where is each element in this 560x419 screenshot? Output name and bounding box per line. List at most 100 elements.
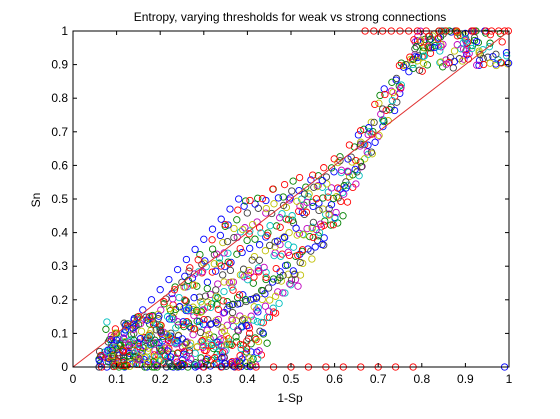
data-point — [198, 337, 206, 345]
data-point — [249, 316, 258, 324]
data-point — [315, 206, 323, 215]
data-point — [473, 61, 481, 69]
data-point — [187, 355, 195, 363]
data-point — [319, 205, 327, 213]
data-point — [253, 318, 262, 326]
data-point — [194, 268, 203, 276]
data-point — [246, 196, 254, 205]
data-point — [200, 315, 208, 324]
data-point — [203, 284, 211, 293]
x-axis-ticks: 0 0.1 0.2 0.3 0.4 0.5 0.6 0.7 0.8 0.9 1 — [70, 31, 513, 386]
y-tick-label: 0.5 — [51, 192, 68, 206]
data-point — [191, 349, 199, 357]
x-tick-label: 0.3 — [195, 372, 212, 386]
data-point — [218, 354, 226, 362]
data-point — [423, 61, 432, 69]
data-point — [472, 37, 481, 46]
data-point — [288, 216, 297, 224]
data-point — [220, 287, 228, 296]
data-point — [186, 264, 194, 272]
data-point — [345, 172, 354, 181]
data-point — [214, 315, 223, 324]
data-point — [265, 307, 273, 315]
data-point — [95, 347, 104, 356]
data-point — [160, 300, 168, 308]
data-point — [150, 352, 159, 361]
data-point — [320, 221, 328, 229]
data-point — [468, 41, 477, 50]
data-point — [262, 233, 270, 241]
data-point — [189, 331, 197, 339]
data-point — [254, 304, 262, 312]
data-point — [295, 173, 304, 182]
data-point — [135, 352, 144, 361]
data-point — [125, 337, 133, 345]
data-point — [157, 321, 165, 330]
data-point — [343, 198, 352, 206]
x-tick-label: 0 — [70, 372, 77, 386]
data-point — [305, 190, 313, 198]
data-point — [320, 164, 328, 172]
data-point — [262, 275, 270, 284]
data-point — [308, 255, 316, 263]
data-point — [246, 268, 255, 277]
data-point — [219, 309, 227, 317]
data-point — [446, 53, 455, 62]
data-point — [355, 172, 363, 180]
data-point — [204, 342, 212, 350]
data-point — [312, 195, 321, 203]
data-point — [239, 265, 248, 273]
data-point — [242, 345, 251, 353]
data-point — [257, 229, 265, 237]
data-point — [453, 32, 462, 40]
x-tick-label: 0.9 — [457, 372, 474, 386]
data-point — [109, 343, 117, 351]
data-point — [109, 358, 117, 367]
data-point — [208, 268, 216, 276]
data-point — [156, 286, 164, 294]
data-point — [298, 208, 307, 217]
y-tick-label: 0 — [61, 360, 68, 374]
data-point — [385, 106, 394, 114]
data-point — [224, 249, 232, 257]
data-point — [430, 43, 439, 52]
x-tick-label: 0.6 — [326, 372, 343, 386]
data-point — [274, 288, 282, 296]
data-point — [442, 60, 450, 68]
data-point — [450, 47, 459, 55]
data-point — [207, 341, 216, 350]
data-point — [233, 250, 241, 258]
data-point — [242, 197, 250, 205]
data-point — [124, 340, 133, 349]
data-point — [185, 267, 193, 275]
data-point — [183, 317, 191, 326]
data-point — [217, 341, 226, 349]
data-point — [266, 241, 274, 250]
data-point — [244, 334, 253, 342]
data-point — [300, 210, 309, 219]
data-point — [313, 182, 321, 191]
data-point — [275, 299, 283, 308]
data-point — [229, 300, 237, 308]
data-point — [268, 278, 277, 286]
data-point — [425, 32, 434, 40]
data-point — [410, 36, 418, 44]
data-point — [130, 349, 138, 357]
data-point — [279, 289, 287, 297]
data-point — [360, 125, 368, 133]
data-point — [274, 276, 282, 284]
data-point — [175, 293, 183, 302]
data-point — [226, 205, 234, 213]
data-point — [245, 329, 254, 338]
data-point — [310, 183, 318, 191]
data-point — [367, 148, 376, 156]
data-point — [295, 229, 304, 238]
data-point — [288, 212, 296, 220]
y-tick-label: 0.9 — [51, 58, 68, 72]
data-point — [276, 273, 284, 282]
data-point — [463, 51, 471, 59]
data-point — [296, 258, 304, 267]
data-point — [248, 256, 256, 264]
data-point — [246, 227, 254, 235]
